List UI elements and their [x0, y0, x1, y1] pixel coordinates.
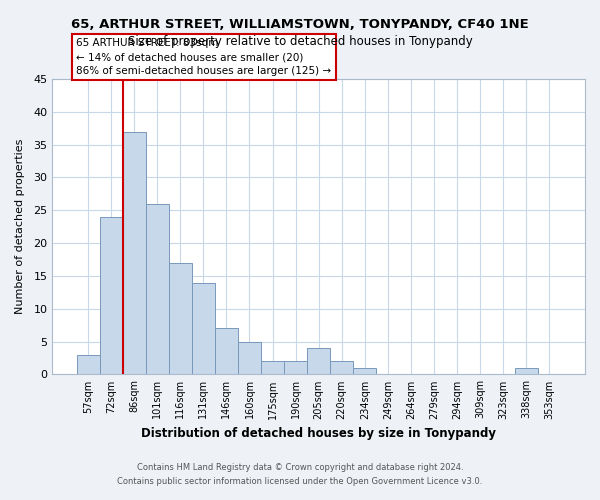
Bar [146, 204, 169, 374]
Text: 65 ARTHUR STREET: 83sqm
← 14% of detached houses are smaller (20)
86% of semi-de: 65 ARTHUR STREET: 83sqm ← 14% of detache… [76, 38, 331, 76]
Text: Contains HM Land Registry data © Crown copyright and database right 2024.: Contains HM Land Registry data © Crown c… [137, 464, 463, 472]
Bar [284, 362, 307, 374]
Bar [307, 348, 330, 374]
Text: Size of property relative to detached houses in Tonypandy: Size of property relative to detached ho… [128, 35, 472, 48]
Bar [192, 282, 215, 374]
Bar [330, 362, 353, 374]
Bar [515, 368, 538, 374]
Bar [215, 328, 238, 374]
Bar [261, 362, 284, 374]
Text: 65, ARTHUR STREET, WILLIAMSTOWN, TONYPANDY, CF40 1NE: 65, ARTHUR STREET, WILLIAMSTOWN, TONYPAN… [71, 18, 529, 30]
Bar [77, 354, 100, 374]
Text: Contains public sector information licensed under the Open Government Licence v3: Contains public sector information licen… [118, 477, 482, 486]
Bar [238, 342, 261, 374]
X-axis label: Distribution of detached houses by size in Tonypandy: Distribution of detached houses by size … [141, 427, 496, 440]
Bar [169, 263, 192, 374]
Y-axis label: Number of detached properties: Number of detached properties [15, 139, 25, 314]
Bar [353, 368, 376, 374]
Bar [122, 132, 146, 374]
Bar [100, 217, 122, 374]
